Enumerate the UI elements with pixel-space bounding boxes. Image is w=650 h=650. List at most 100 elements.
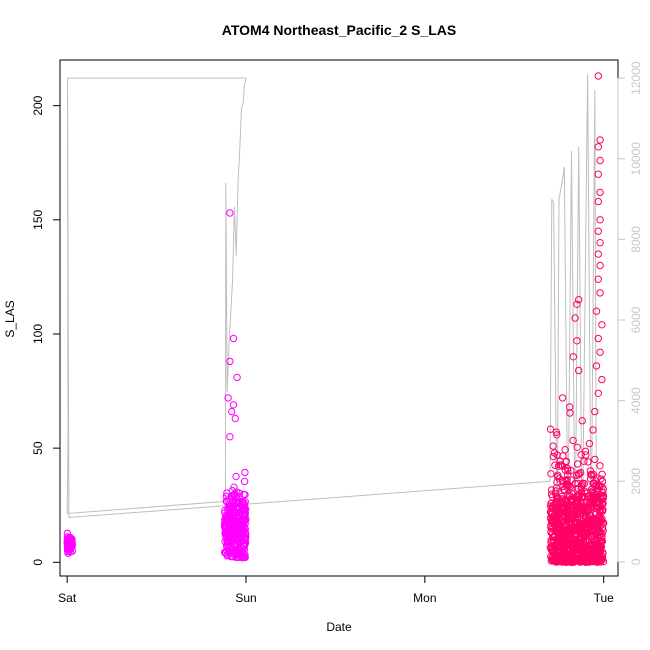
data-point	[566, 409, 574, 417]
data-point	[596, 261, 604, 270]
data-point	[589, 426, 597, 434]
data-point	[240, 536, 249, 544]
data-point	[591, 455, 599, 464]
data-point	[558, 492, 566, 501]
data-point	[598, 375, 606, 384]
data-point	[228, 407, 236, 416]
data-point	[594, 143, 602, 151]
data-point	[598, 538, 606, 546]
x-tick-label: Mon	[413, 591, 436, 605]
data-point	[573, 541, 581, 549]
data-point	[572, 517, 580, 525]
data-point	[596, 136, 604, 144]
data-point	[588, 518, 596, 526]
data-point	[587, 542, 595, 551]
data-point	[230, 542, 239, 550]
data-point	[226, 209, 234, 217]
data-point	[598, 477, 607, 486]
data-point	[561, 503, 569, 512]
data-point	[67, 537, 76, 546]
data-point	[575, 366, 583, 375]
data-point	[232, 540, 240, 548]
data-point	[573, 443, 581, 451]
data-point	[66, 543, 74, 551]
data-point	[598, 555, 607, 564]
altitude-line-layer	[66, 74, 597, 546]
data-point	[235, 493, 244, 501]
data-point	[562, 458, 570, 466]
data-point	[582, 538, 590, 546]
data-point	[563, 483, 571, 492]
data-point	[558, 394, 567, 402]
data-point	[547, 486, 556, 494]
data-point	[599, 519, 608, 527]
data-point	[556, 528, 564, 536]
data-point	[571, 554, 579, 562]
data-point	[593, 484, 602, 493]
data-point	[582, 551, 590, 560]
data-point	[571, 314, 579, 322]
data-point	[63, 529, 72, 537]
x-axis-label: Date	[326, 620, 352, 634]
data-point	[577, 558, 585, 566]
data-point	[596, 156, 604, 165]
data-point	[585, 439, 594, 448]
y2-tick-label: 10000	[629, 142, 643, 176]
data-point	[235, 508, 243, 516]
data-point	[583, 516, 591, 525]
data-point	[599, 492, 607, 500]
data-point	[547, 514, 555, 522]
data-point	[583, 530, 591, 538]
data-point	[592, 307, 601, 315]
data-point	[586, 511, 594, 519]
data-point	[550, 513, 558, 521]
data-point	[577, 489, 585, 497]
data-point	[578, 417, 586, 425]
y-tick-label: 100	[31, 324, 45, 344]
data-point	[566, 403, 574, 411]
data-point	[594, 72, 602, 80]
data-point	[567, 537, 575, 545]
data-point	[559, 540, 568, 548]
data-point	[567, 527, 576, 535]
data-point	[549, 452, 558, 461]
points-layer	[63, 72, 608, 566]
data-point	[594, 389, 602, 397]
data-point	[582, 451, 590, 459]
data-point	[591, 546, 599, 554]
data-point	[580, 479, 588, 488]
data-point	[226, 433, 234, 441]
data-point	[227, 492, 236, 500]
y2-tick-label: 8000	[629, 226, 643, 253]
data-point	[592, 499, 600, 507]
y2-tick-label: 12000	[629, 61, 643, 95]
data-point	[597, 492, 605, 500]
data-point	[549, 442, 557, 450]
data-point	[230, 491, 238, 500]
data-point	[555, 514, 563, 522]
data-point	[594, 250, 602, 258]
plot-box	[59, 59, 619, 577]
data-point	[577, 485, 585, 493]
data-point	[582, 513, 590, 521]
data-point	[587, 515, 595, 523]
data-point	[580, 542, 588, 550]
data-point	[586, 467, 595, 475]
data-point	[573, 337, 581, 345]
data-point	[573, 300, 581, 308]
data-point	[552, 558, 560, 566]
data-point	[573, 471, 581, 480]
data-point	[559, 452, 567, 460]
y2-tick-label: 0	[629, 558, 643, 565]
data-point	[579, 545, 587, 554]
data-point	[585, 551, 594, 559]
data-point	[63, 543, 72, 551]
data-point	[594, 514, 602, 522]
data-point	[569, 353, 577, 361]
data-point	[556, 525, 564, 533]
data-point	[565, 481, 573, 490]
data-point	[598, 470, 606, 478]
data-point	[225, 546, 233, 555]
data-point	[565, 492, 573, 501]
